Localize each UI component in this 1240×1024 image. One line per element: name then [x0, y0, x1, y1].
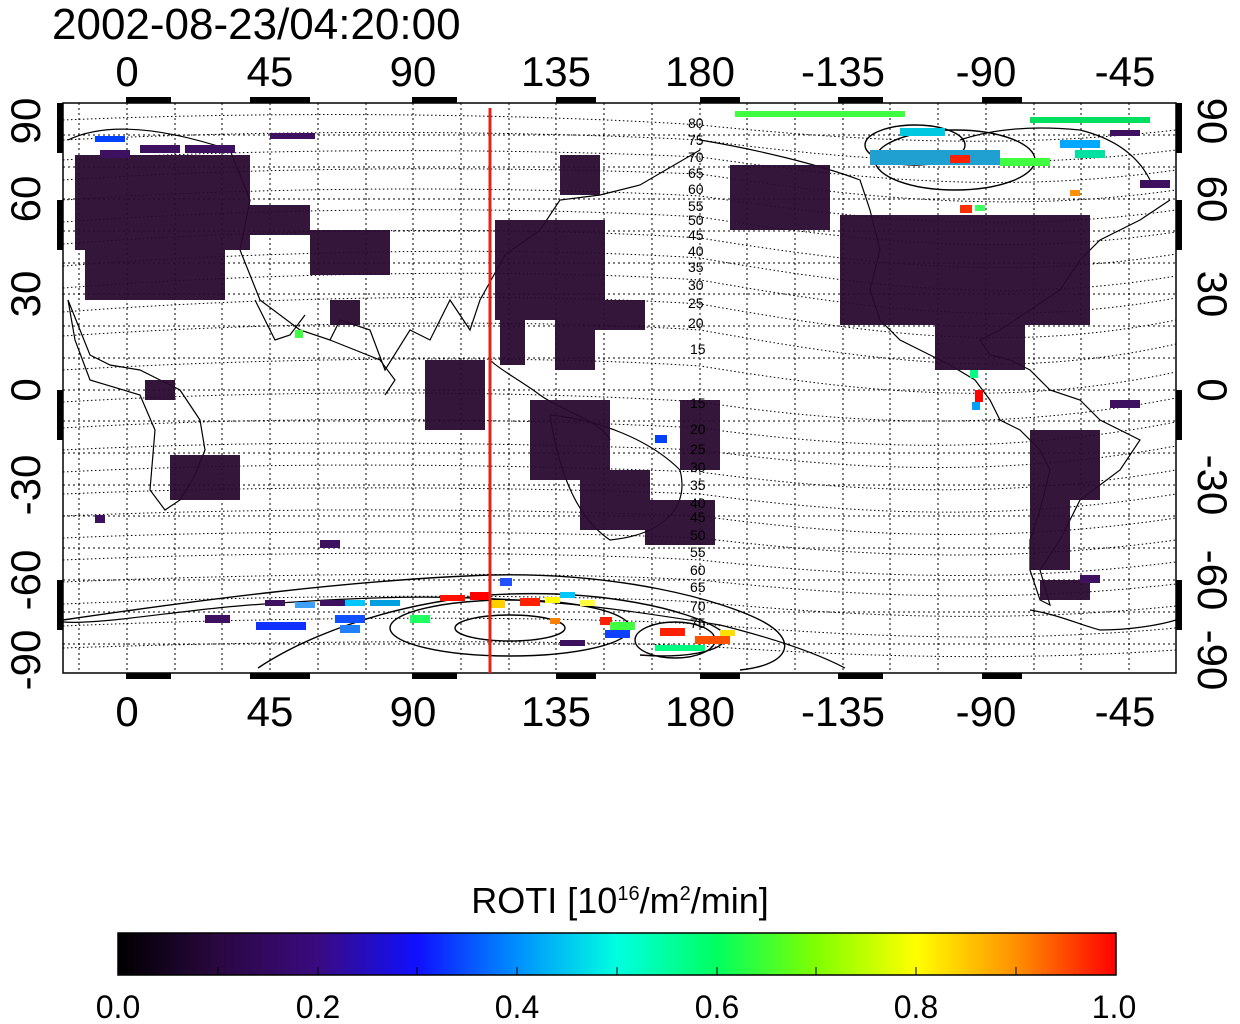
- top-tick-label: 45: [247, 48, 294, 95]
- colorbar-tick-label: 0.6: [695, 989, 739, 1024]
- right-tick-label: 30: [1189, 271, 1236, 318]
- svg-text:60: 60: [690, 562, 706, 578]
- bottom-axis-labels: 0 45 90 135 180 -135 -90 -45: [115, 688, 1155, 735]
- colorbar-ticks: [217, 967, 1017, 975]
- right-axis-labels: 90 60 30 0 -30 -60 -90: [1189, 98, 1236, 691]
- right-tick-label: -60: [1189, 550, 1236, 611]
- svg-text:15: 15: [690, 395, 706, 411]
- svg-text:75: 75: [690, 615, 706, 631]
- right-tick-label: 0: [1189, 378, 1236, 401]
- colorbar-tick-label: 0.0: [96, 989, 140, 1024]
- top-tick-label: 180: [665, 48, 735, 95]
- contour-labels-north: 80 75 70 65 60 55 50 45 40 35 30 25 20 1…: [688, 115, 706, 357]
- colorbar-title-prefix: ROTI [10: [471, 880, 618, 921]
- left-tick-label: -30: [2, 455, 49, 516]
- roti-data-low-2: [95, 130, 1170, 646]
- colorbar-title-square: 2: [679, 883, 691, 905]
- svg-text:40: 40: [690, 495, 706, 511]
- left-tick-label: 0: [2, 378, 49, 401]
- svg-text:35: 35: [690, 477, 706, 493]
- top-tick-label: -45: [1095, 48, 1156, 95]
- bottom-tick-label: 180: [665, 688, 735, 735]
- top-tick-label: -135: [801, 48, 885, 95]
- left-tick-label: 90: [2, 98, 49, 145]
- colorbar-title-exponent: 16: [617, 883, 640, 905]
- bottom-tick-label: -45: [1095, 688, 1156, 735]
- frame-tick-bars: [57, 97, 1182, 679]
- svg-text:20: 20: [688, 315, 704, 331]
- svg-text:20: 20: [690, 421, 706, 437]
- roti-data-high: [95, 111, 1150, 651]
- colorbar-title-suffix: /min]: [690, 880, 769, 921]
- svg-text:25: 25: [688, 295, 704, 311]
- right-tick-label: 90: [1189, 98, 1236, 145]
- left-tick-label: -60: [2, 550, 49, 611]
- colorbar-tick-label: 0.8: [894, 989, 938, 1024]
- bottom-tick-label: 0: [115, 688, 138, 735]
- left-tick-label: 30: [2, 271, 49, 318]
- map-title: 2002-08-23/04:20:00: [52, 0, 461, 49]
- right-tick-label: -90: [1189, 630, 1236, 691]
- left-tick-label: -90: [2, 630, 49, 691]
- bottom-tick-label: 90: [390, 688, 437, 735]
- top-tick-label: -90: [956, 48, 1017, 95]
- top-tick-label: 0: [115, 48, 138, 95]
- top-tick-label: 90: [390, 48, 437, 95]
- svg-text:80: 80: [688, 115, 704, 131]
- svg-text:55: 55: [688, 198, 704, 214]
- svg-text:70: 70: [690, 598, 706, 614]
- svg-text:70: 70: [688, 149, 704, 165]
- colorbar-tick-label: 1.0: [1092, 989, 1136, 1024]
- left-axis-labels: 90 60 30 0 -30 -60 -90: [2, 98, 49, 691]
- contour-labels-south: 15 20 25 30 35 40 45 50 55 60 65 70 75: [690, 395, 706, 631]
- svg-text:50: 50: [690, 527, 706, 543]
- svg-text:50: 50: [688, 212, 704, 228]
- colorbar-tick-label: 0.4: [495, 989, 539, 1024]
- left-tick-label: 60: [2, 176, 49, 223]
- svg-text:65: 65: [690, 579, 706, 595]
- colorbar-title-mid: /m: [639, 880, 680, 921]
- svg-text:60: 60: [688, 181, 704, 197]
- svg-text:15: 15: [690, 341, 706, 357]
- roti-data-low: [75, 155, 1100, 600]
- svg-text:45: 45: [688, 227, 704, 243]
- svg-text:25: 25: [690, 441, 706, 457]
- svg-text:35: 35: [688, 259, 704, 275]
- svg-text:40: 40: [688, 243, 704, 259]
- top-axis-labels: 0 45 90 135 180 -135 -90 -45: [115, 48, 1155, 95]
- right-tick-label: 60: [1189, 176, 1236, 223]
- bottom-tick-label: 45: [247, 688, 294, 735]
- colorbar-tick-labels: 0.0 0.2 0.4 0.6 0.8 1.0: [96, 989, 1136, 1024]
- svg-text:30: 30: [690, 459, 706, 475]
- colorbar-title: ROTI [1016/m2/min]: [0, 872, 1240, 923]
- bottom-tick-label: 135: [521, 688, 591, 735]
- colorbar-tick-label: 0.2: [296, 989, 340, 1024]
- svg-text:55: 55: [690, 544, 706, 560]
- top-tick-label: 135: [521, 48, 591, 95]
- bottom-tick-label: -135: [801, 688, 885, 735]
- svg-text:65: 65: [688, 165, 704, 181]
- bottom-tick-label: -90: [956, 688, 1017, 735]
- right-tick-label: -30: [1189, 455, 1236, 516]
- svg-text:30: 30: [688, 277, 704, 293]
- svg-text:75: 75: [688, 132, 704, 148]
- svg-text:45: 45: [690, 509, 706, 525]
